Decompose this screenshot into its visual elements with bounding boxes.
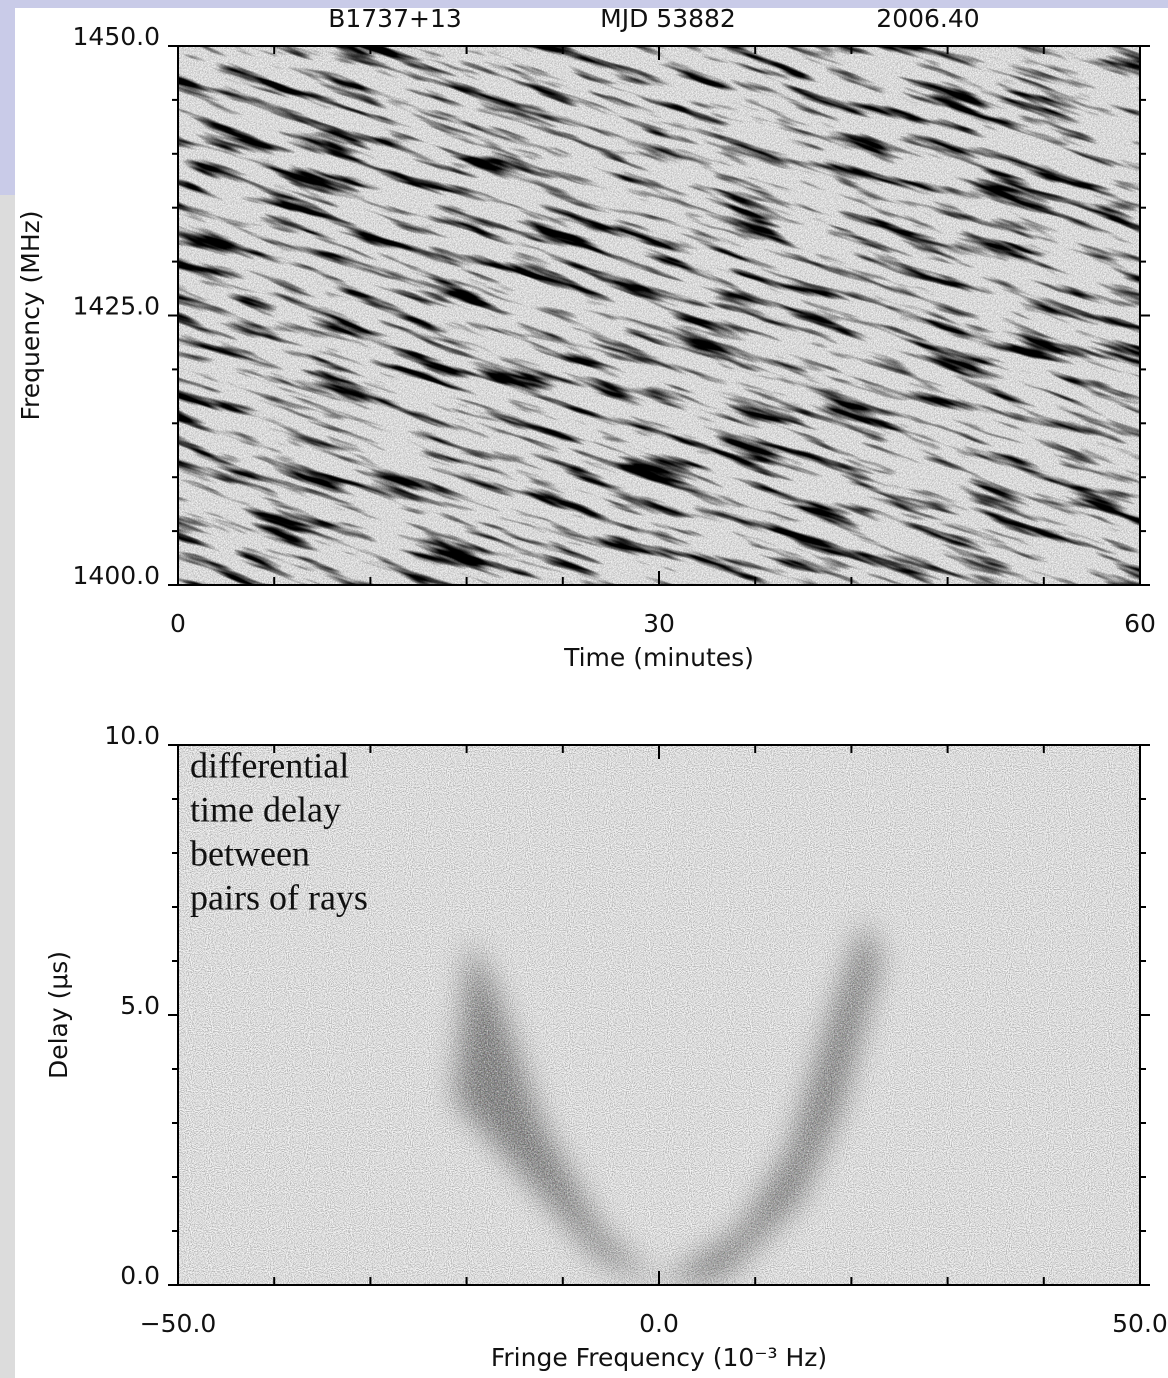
annotation: between	[190, 833, 310, 873]
arc-left	[455, 940, 659, 1285]
y-tick-label: 0.0	[120, 1261, 160, 1290]
arc-texture	[455, 920, 880, 1285]
y-tick-label: 1400.0	[73, 561, 160, 590]
spectrum-grain	[178, 745, 1140, 1285]
y-axis-label: Delay (μs)	[44, 951, 73, 1079]
x-axis-label: Fringe Frequency (10⁻³ Hz)	[491, 1343, 827, 1372]
y-tick-label: 5.0	[120, 991, 160, 1020]
chart-title: 2006.40	[876, 4, 979, 33]
y-tick-label: 1450.0	[73, 22, 160, 51]
slide-band	[0, 0, 1168, 8]
x-tick-label: 30	[643, 609, 675, 638]
y-axis-label: Frequency (MHz)	[16, 210, 45, 420]
spectrum-texture	[178, 46, 1140, 585]
secondary-spectrum	[178, 745, 1140, 1285]
chart-title: B1737+13	[328, 4, 462, 33]
y-tick-label: 10.0	[104, 721, 160, 750]
dynamic-spectrum	[178, 46, 1140, 585]
annotation: pairs of rays	[190, 877, 368, 917]
chart-title: MJD 53882	[600, 4, 736, 33]
x-axis-label: Time (minutes)	[563, 643, 754, 672]
annotation: time delay	[190, 789, 341, 829]
slide-strip	[0, 195, 15, 1378]
x-tick-label: 50.0	[1112, 1309, 1168, 1338]
annotation: differential	[190, 745, 349, 785]
slide-band	[0, 0, 15, 195]
arc-right	[659, 920, 880, 1285]
x-tick-label: 0	[170, 609, 186, 638]
x-tick-label: 0.0	[639, 1309, 679, 1338]
x-tick-label: 60	[1124, 609, 1156, 638]
x-tick-label: −50.0	[140, 1309, 217, 1338]
y-tick-label: 1425.0	[73, 292, 160, 321]
